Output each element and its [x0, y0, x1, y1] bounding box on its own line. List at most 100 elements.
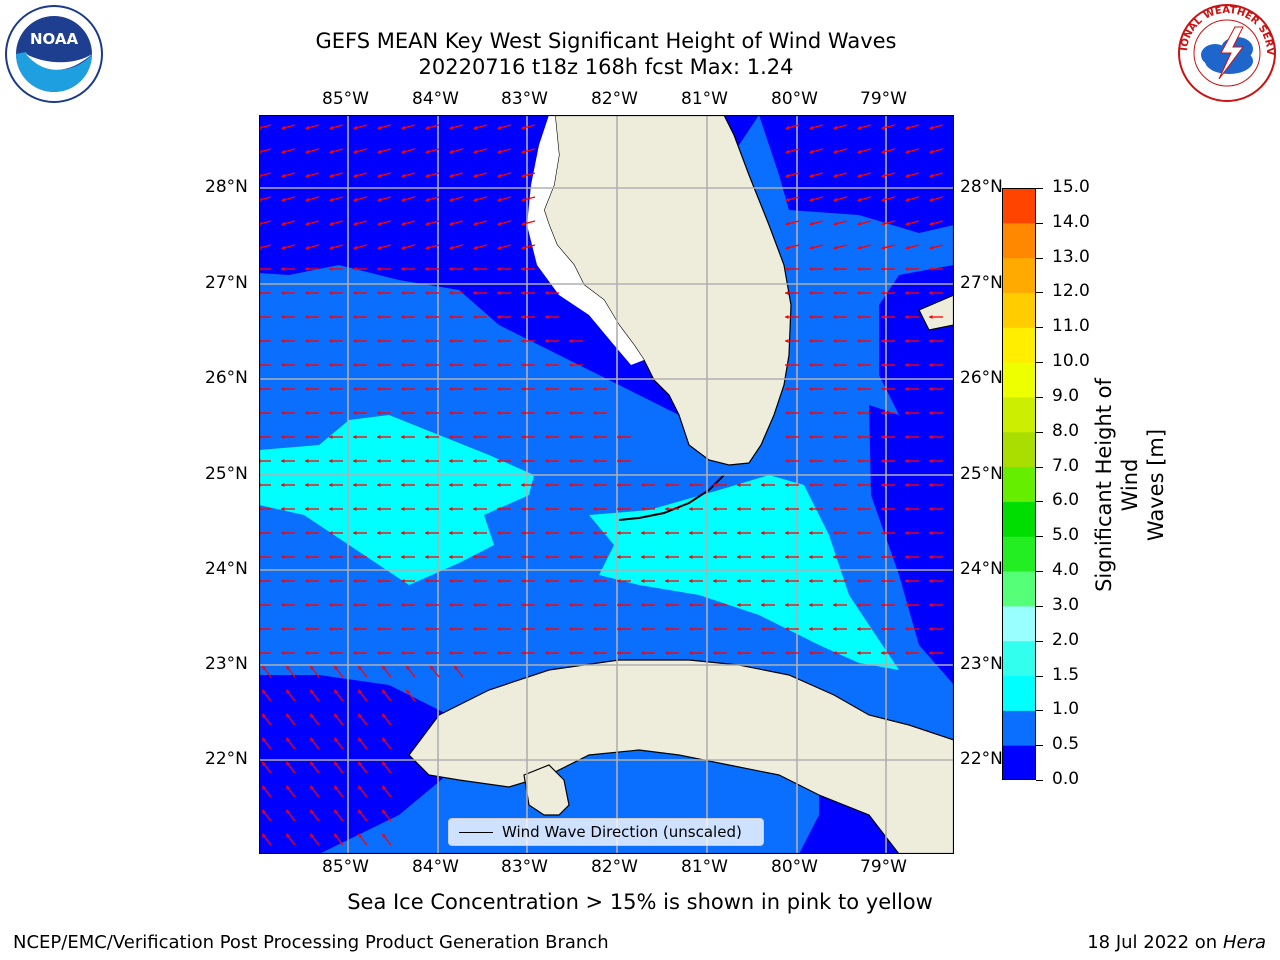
wave-direction-arrowhead: [593, 650, 597, 656]
wave-direction-arrowhead: [281, 314, 285, 320]
wave-direction-arrowhead: [785, 362, 789, 368]
wave-direction-arrowhead: [905, 530, 909, 536]
wave-direction-arrowhead: [833, 650, 837, 656]
wave-direction-arrowhead: [905, 386, 909, 392]
wave-direction-arrowhead: [521, 482, 525, 488]
wave-direction-arrowhead: [881, 626, 885, 632]
wave-direction-arrowhead: [521, 626, 525, 632]
wave-direction-arrowhead: [929, 338, 933, 344]
wave-direction-arrowhead: [905, 290, 909, 296]
wave-direction-arrowhead: [449, 530, 453, 536]
colorbar-tick-label: 13.0: [1052, 246, 1090, 267]
wave-direction-arrowhead: [665, 482, 669, 488]
wave-direction-arrowhead: [881, 314, 885, 320]
wave-direction-arrowhead: [305, 173, 310, 178]
wave-direction-arrowhead: [857, 482, 861, 488]
wave-direction-arrowhead: [665, 554, 669, 560]
wave-direction-arrowhead: [353, 602, 357, 608]
wave-direction-arrowhead: [521, 221, 526, 226]
wave-direction-arrowhead: [809, 362, 813, 368]
wave-direction-arrowhead: [809, 410, 813, 416]
wave-direction-arrowhead: [329, 530, 333, 536]
wave-direction-arrowhead: [881, 338, 885, 344]
wave-direction-arrowhead: [569, 482, 573, 488]
wave-direction-arrowhead: [929, 410, 933, 416]
wave-direction-arrowhead: [281, 410, 285, 416]
wave-direction-arrowhead: [334, 834, 339, 839]
wave-direction-arrowhead: [809, 197, 814, 202]
wave-direction-arrowhead: [833, 626, 837, 632]
wave-direction-arrowhead: [425, 290, 429, 296]
wave-direction-arrowhead: [641, 506, 645, 512]
wave-direction-arrowhead: [329, 482, 333, 488]
wave-direction-arrowhead: [521, 506, 525, 512]
wave-direction-arrowhead: [497, 554, 501, 560]
wave-direction-arrowhead: [497, 362, 501, 368]
wave-direction-arrowhead: [262, 666, 267, 671]
wave-direction-arrowhead: [857, 290, 861, 296]
lat-tick-left: 25°N: [205, 464, 248, 484]
wave-direction-arrowhead: [353, 245, 358, 250]
wave-direction-arrowhead: [353, 314, 357, 320]
wave-direction-arrowhead: [377, 410, 381, 416]
wave-direction-arrowhead: [569, 458, 573, 464]
wave-direction-arrowhead: [329, 434, 333, 440]
wave-direction-arrowhead: [785, 650, 789, 656]
wave-direction-arrowhead: [497, 458, 501, 464]
wave-direction-arrowhead: [382, 834, 387, 839]
wave-direction-arrowhead: [929, 290, 933, 296]
lat-tick-left: 23°N: [205, 654, 248, 674]
wave-direction-arrowhead: [569, 410, 573, 416]
wave-direction-arrowhead: [425, 314, 429, 320]
colorbar-tick-mark: [1036, 501, 1043, 503]
wave-direction-arrowhead: [737, 602, 741, 608]
lat-tick-right: 25°N: [960, 464, 1003, 484]
wave-direction-arrowhead: [833, 410, 837, 416]
wave-direction-arrowhead: [425, 338, 429, 344]
wave-direction-arrowhead: [833, 245, 838, 250]
wave-direction-arrowhead: [329, 266, 333, 272]
wave-direction-arrowhead: [689, 554, 693, 560]
wave-direction-arrowhead: [281, 197, 286, 202]
wave-direction-arrowhead: [809, 602, 813, 608]
wave-direction-arrowhead: [353, 125, 358, 130]
wave-direction-arrowhead: [929, 602, 933, 608]
wave-direction-arrowhead: [905, 458, 909, 464]
wave-direction-arrowhead: [593, 602, 597, 608]
wave-direction-arrowhead: [833, 458, 837, 464]
wave-direction-arrowhead: [809, 338, 813, 344]
wave-direction-arrowhead: [665, 602, 669, 608]
wave-direction-arrowhead: [809, 482, 813, 488]
wave-direction-arrowhead: [329, 362, 333, 368]
colorbar-tick-label: 11.0: [1052, 316, 1090, 337]
lat-tick-right: 22°N: [960, 749, 1003, 769]
wave-direction-arrowhead: [809, 650, 813, 656]
wave-direction-arrowhead: [497, 314, 501, 320]
wave-direction-arrowhead: [569, 554, 573, 560]
colorbar-segment: [1002, 536, 1036, 572]
wave-direction-arrowhead: [329, 578, 333, 584]
wave-direction-arrowhead: [305, 554, 309, 560]
wave-direction-arrowhead: [329, 554, 333, 560]
wave-direction-arrowhead: [881, 650, 885, 656]
wave-direction-arrowhead: [497, 602, 501, 608]
wave-direction-arrowhead: [905, 626, 909, 632]
wave-direction-arrowhead: [785, 386, 789, 392]
wave-direction-arrowhead: [334, 762, 339, 767]
footer-credit: NCEP/EMC/Verification Post Processing Pr…: [13, 932, 609, 953]
wave-direction-arrowhead: [358, 738, 363, 743]
wave-direction-arrowhead: [401, 554, 405, 560]
lon-tick-bottom: 80°W: [771, 857, 818, 877]
wave-direction-arrowhead: [713, 530, 717, 536]
wave-direction-arrowhead: [425, 602, 429, 608]
wave-direction-arrowhead: [857, 650, 861, 656]
wave-direction-arrowhead: [473, 410, 477, 416]
wave-direction-arrowhead: [286, 786, 291, 791]
wave-direction-arrowhead: [401, 482, 405, 488]
wave-direction-arrowhead: [593, 458, 597, 464]
wave-direction-arrowhead: [857, 410, 861, 416]
wave-direction-arrowhead: [881, 362, 885, 368]
wave-direction-arrowhead: [761, 578, 765, 584]
wave-direction-arrowhead: [334, 690, 339, 695]
wave-direction-arrowhead: [473, 650, 477, 656]
